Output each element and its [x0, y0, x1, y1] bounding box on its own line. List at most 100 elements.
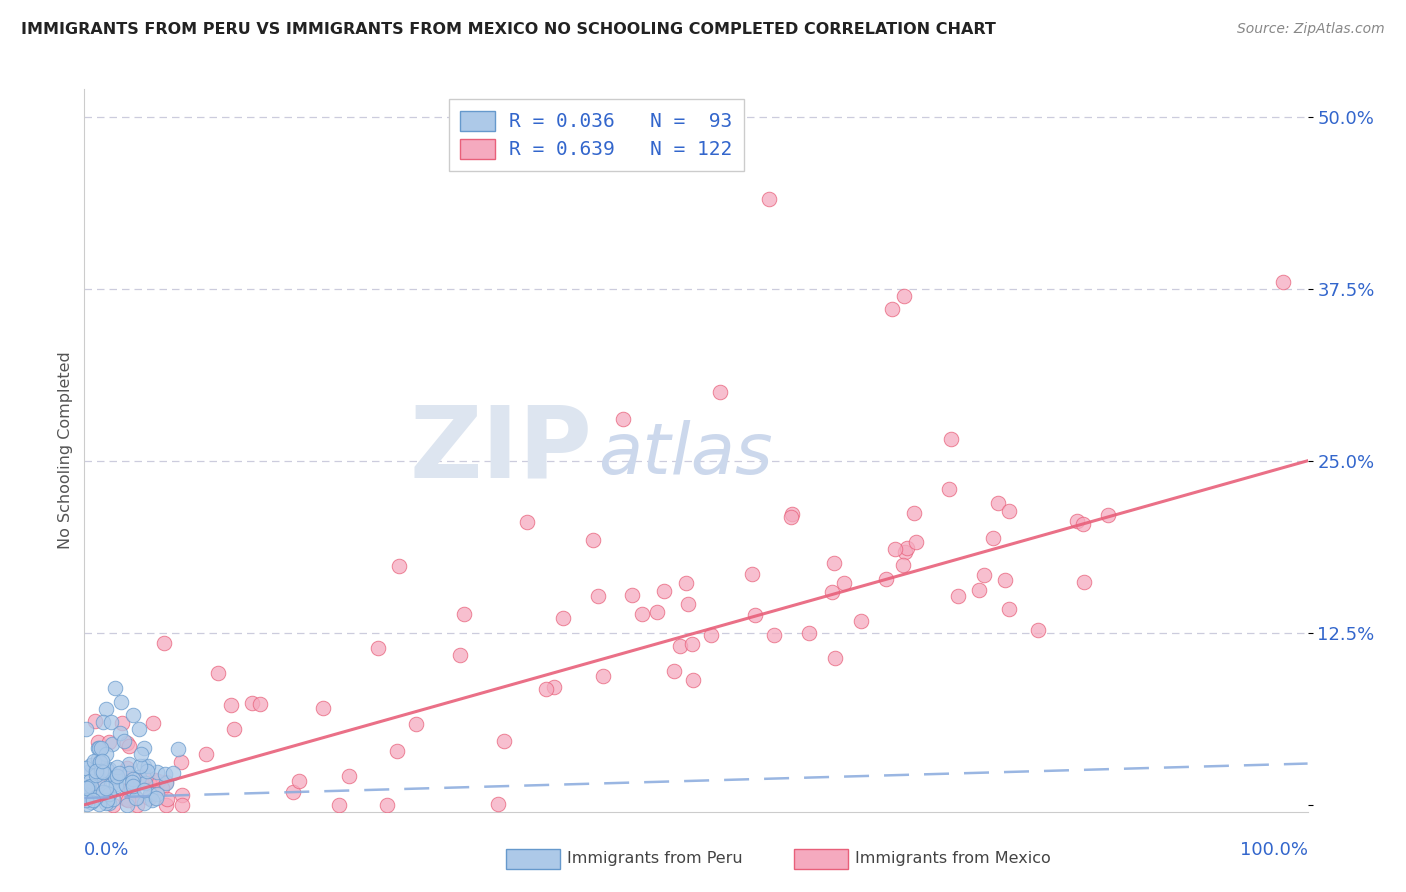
Point: [87, 777, 110, 791]
Point: [76, 789, 98, 804]
Point: [388, 559, 411, 574]
Point: [148, 774, 170, 789]
Text: Immigrants from Peru: Immigrants from Peru: [567, 852, 742, 866]
Point: [249, 697, 271, 711]
Point: [821, 585, 844, 599]
Text: atlas: atlas: [598, 419, 773, 489]
Point: [98, 787, 121, 801]
Point: [893, 288, 915, 302]
Point: [145, 787, 167, 801]
Point: [96, 763, 118, 777]
Point: [586, 589, 609, 603]
Point: [385, 744, 408, 758]
Point: [121, 780, 143, 794]
Point: [90, 764, 112, 779]
Point: [681, 637, 703, 651]
Point: [122, 708, 145, 723]
Point: [138, 758, 160, 772]
Point: [91, 764, 114, 779]
Point: [111, 716, 134, 731]
Point: [283, 785, 305, 799]
Point: [832, 576, 855, 591]
Point: [167, 742, 190, 756]
Point: [76, 797, 98, 812]
Point: [84, 765, 107, 780]
Point: [94, 786, 117, 800]
Point: [90, 741, 112, 756]
Point: [367, 641, 389, 656]
Text: Immigrants from Mexico: Immigrants from Mexico: [855, 852, 1050, 866]
Point: [1026, 623, 1049, 637]
Point: [1066, 514, 1088, 528]
Point: [741, 567, 763, 582]
Point: [87, 752, 110, 766]
Point: [377, 797, 399, 812]
Point: [117, 792, 139, 806]
Point: [97, 796, 120, 810]
Point: [880, 302, 903, 317]
Point: [534, 682, 557, 697]
Point: [104, 770, 127, 784]
Point: [453, 607, 475, 621]
Point: [994, 574, 1017, 588]
Point: [207, 665, 229, 680]
Point: [620, 588, 643, 602]
Point: [219, 698, 242, 712]
Point: [94, 788, 117, 802]
Point: [516, 516, 538, 530]
Point: [780, 507, 803, 521]
Point: [129, 747, 152, 761]
Point: [120, 781, 142, 796]
Point: [582, 533, 605, 548]
Point: [155, 776, 177, 790]
Point: [104, 779, 127, 793]
Point: [938, 483, 960, 497]
Point: [675, 576, 697, 591]
Point: [134, 776, 156, 790]
Point: [128, 722, 150, 736]
Point: [138, 776, 160, 790]
Point: [592, 669, 614, 683]
Text: 100.0%: 100.0%: [1240, 840, 1308, 859]
Point: [884, 542, 907, 557]
Point: [894, 545, 917, 559]
Point: [987, 496, 1010, 510]
Point: [288, 774, 311, 789]
Point: [108, 765, 131, 780]
Point: [91, 764, 114, 779]
Point: [779, 510, 801, 524]
Point: [84, 764, 107, 779]
Point: [96, 793, 118, 807]
Point: [1073, 575, 1095, 590]
Point: [84, 789, 107, 804]
Point: [91, 785, 114, 799]
Point: [939, 432, 962, 446]
Point: [104, 681, 127, 695]
Point: [112, 734, 135, 748]
Point: [101, 792, 124, 806]
Point: [612, 412, 634, 426]
Point: [486, 797, 509, 811]
Point: [823, 556, 845, 570]
Point: [797, 626, 820, 640]
Point: [132, 782, 155, 797]
Point: [849, 614, 872, 628]
Point: [981, 531, 1004, 545]
Point: [118, 765, 141, 780]
Point: [125, 797, 148, 812]
Point: [94, 786, 117, 800]
Point: [669, 639, 692, 653]
Point: [76, 780, 98, 794]
Point: [903, 506, 925, 520]
Point: [115, 736, 138, 750]
Point: [492, 733, 515, 747]
Point: [136, 764, 159, 778]
Point: [108, 726, 131, 740]
Point: [96, 701, 118, 715]
Point: [76, 788, 98, 802]
Point: [153, 636, 176, 650]
Point: [80, 779, 103, 793]
Point: [98, 734, 121, 748]
Point: [1073, 517, 1095, 532]
Point: [118, 781, 141, 796]
